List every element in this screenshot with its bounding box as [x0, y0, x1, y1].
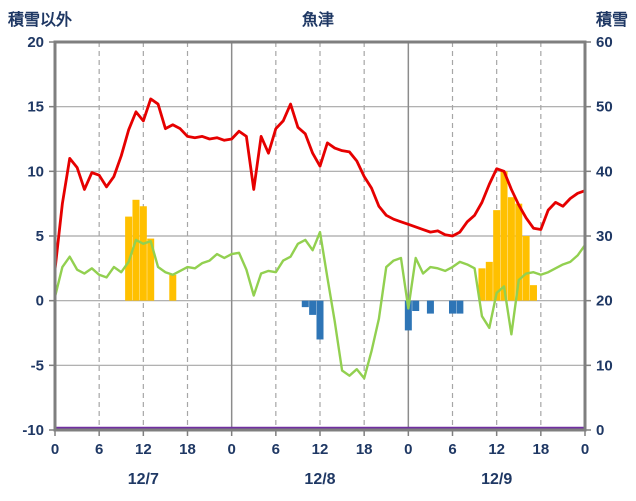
right-axis-tick-label: 10: [596, 357, 613, 374]
x-axis-tick-label: 12: [312, 441, 329, 458]
right-axis-tick-label: 30: [596, 228, 613, 245]
left-axis-tick-label: 5: [36, 228, 44, 245]
x-axis-tick-label: 12: [135, 441, 152, 458]
right-axis-tick-label: 50: [596, 99, 613, 116]
orange-bars: [485, 261, 493, 301]
orange-bars: [478, 268, 486, 301]
orange-bars: [139, 206, 147, 301]
date-label: 12/7: [128, 471, 159, 488]
x-axis-tick-label: 6: [95, 441, 103, 458]
orange-bars: [493, 210, 501, 301]
blue-bars: [412, 300, 420, 312]
x-axis-tick-label: 6: [448, 441, 456, 458]
blue-bars: [456, 300, 464, 314]
date-label: 12/8: [304, 471, 335, 488]
x-axis-tick-label: 12: [488, 441, 505, 458]
x-axis-tick-label: 18: [356, 441, 373, 458]
orange-bars: [529, 285, 537, 301]
blue-bars: [309, 300, 317, 315]
left-axis-tick-label: -5: [31, 357, 44, 374]
blue-bars: [301, 300, 309, 308]
left-axis-tick-label: 10: [27, 163, 44, 180]
left-axis-tick-label: 20: [27, 34, 44, 51]
x-axis-tick-label: 0: [51, 441, 59, 458]
left-axis-tick-label: 0: [36, 293, 44, 310]
left-axis-title: 積雪以外: [8, 12, 73, 29]
x-axis-tick-label: 0: [581, 441, 589, 458]
orange-bars: [515, 203, 523, 301]
green-line: [53, 230, 587, 380]
orange-bars: [507, 197, 515, 301]
x-axis-tick-label: 6: [272, 441, 280, 458]
blue-bars: [404, 300, 412, 331]
x-axis-tick-label: 0: [227, 441, 235, 458]
right-axis-title: 積雪: [595, 12, 628, 29]
orange-bars: [132, 199, 140, 301]
date-label: 12/9: [481, 471, 512, 488]
x-axis-tick-label: 0: [404, 441, 412, 458]
orange-bars: [147, 238, 155, 301]
orange-bars: [169, 274, 177, 301]
blue-bars: [449, 300, 456, 314]
orange-bars: [522, 236, 530, 301]
x-axis-tick-label: 18: [532, 441, 549, 458]
left-axis-tick-label: 15: [27, 99, 44, 116]
left-axis-tick-label: -10: [22, 422, 44, 439]
right-axis-tick-label: 60: [596, 34, 613, 51]
blue-bars: [426, 300, 434, 314]
x-axis-tick-label: 18: [179, 441, 196, 458]
red-line: [53, 97, 587, 272]
chart-title: 魚津: [301, 12, 334, 29]
right-axis-tick-label: 40: [596, 163, 613, 180]
right-axis-tick-label: 20: [596, 293, 613, 310]
plot-border: [53, 40, 587, 432]
blue-bars: [316, 300, 324, 340]
orange-bars: [500, 171, 508, 301]
right-axis-tick-label: 0: [596, 422, 604, 439]
